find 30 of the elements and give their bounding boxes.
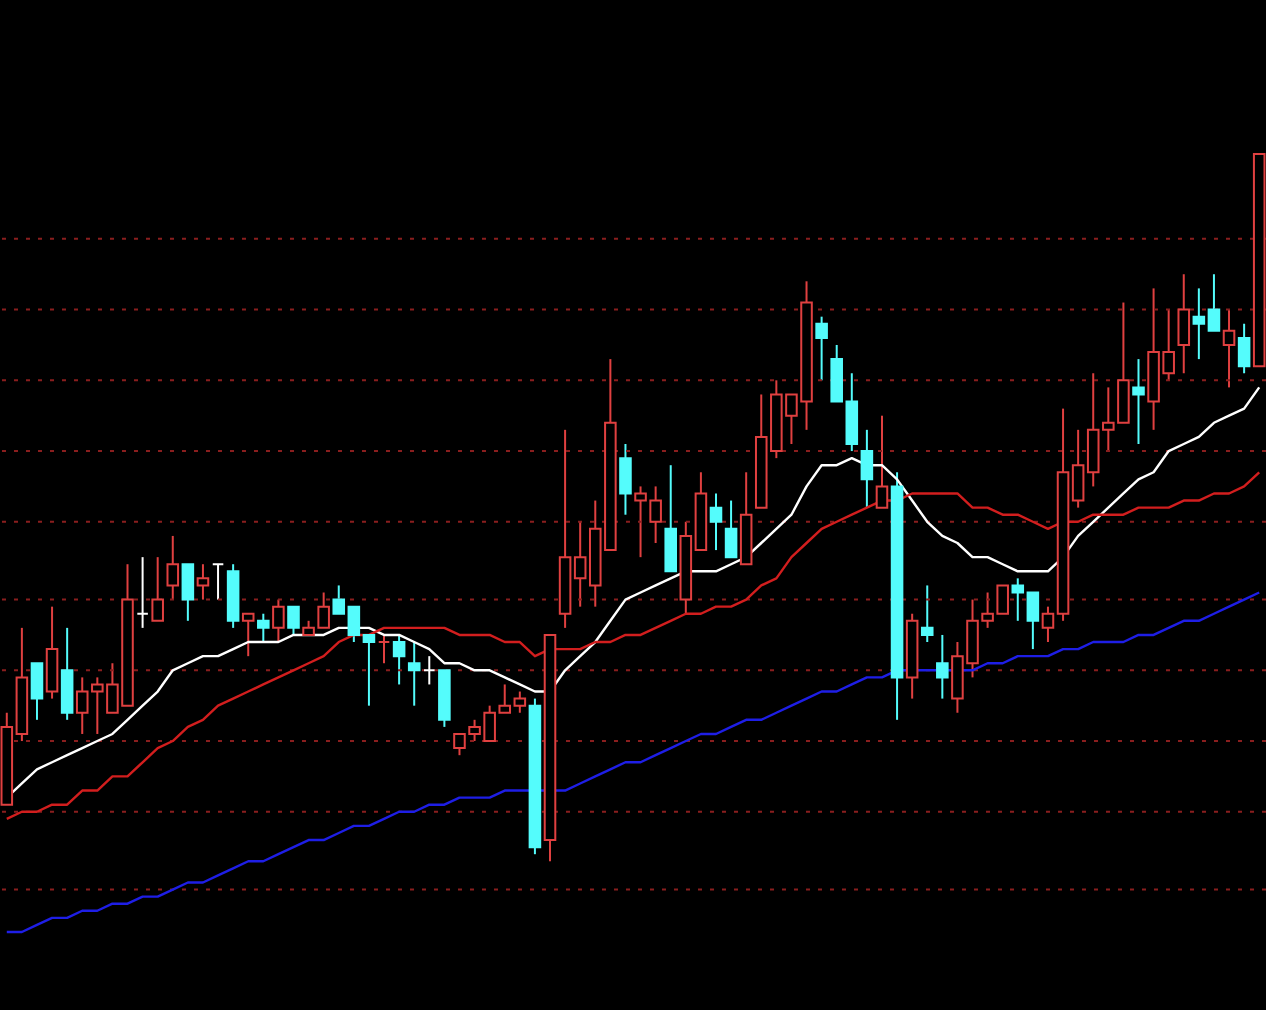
candlestick	[30, 662, 44, 721]
candlestick	[392, 633, 406, 686]
candlestick	[920, 584, 934, 644]
candlestick	[60, 626, 74, 721]
candlestick	[181, 563, 195, 622]
candlestick	[1177, 273, 1191, 375]
candlestick	[166, 534, 180, 601]
candlestick	[815, 315, 828, 382]
candlestick	[619, 442, 632, 516]
candlestick	[272, 598, 285, 644]
candlestick	[196, 563, 210, 601]
candlestick	[151, 556, 164, 622]
candlestick	[875, 414, 889, 509]
candlestick	[287, 605, 300, 636]
candlestick	[1237, 322, 1251, 375]
candlestick	[136, 556, 149, 629]
candlestick	[936, 633, 949, 700]
candlestick	[211, 563, 225, 601]
candlestick	[257, 612, 270, 644]
candlestick	[241, 612, 255, 658]
candlestick	[423, 655, 436, 686]
candlestick	[407, 641, 421, 707]
candlestick	[724, 499, 738, 559]
candlestick	[860, 428, 874, 509]
candlestick	[45, 605, 59, 700]
candlestick	[709, 492, 723, 552]
candlestick	[1132, 358, 1145, 445]
candlestick	[1222, 308, 1236, 389]
candlestick	[664, 464, 677, 573]
candlestick	[377, 633, 391, 665]
